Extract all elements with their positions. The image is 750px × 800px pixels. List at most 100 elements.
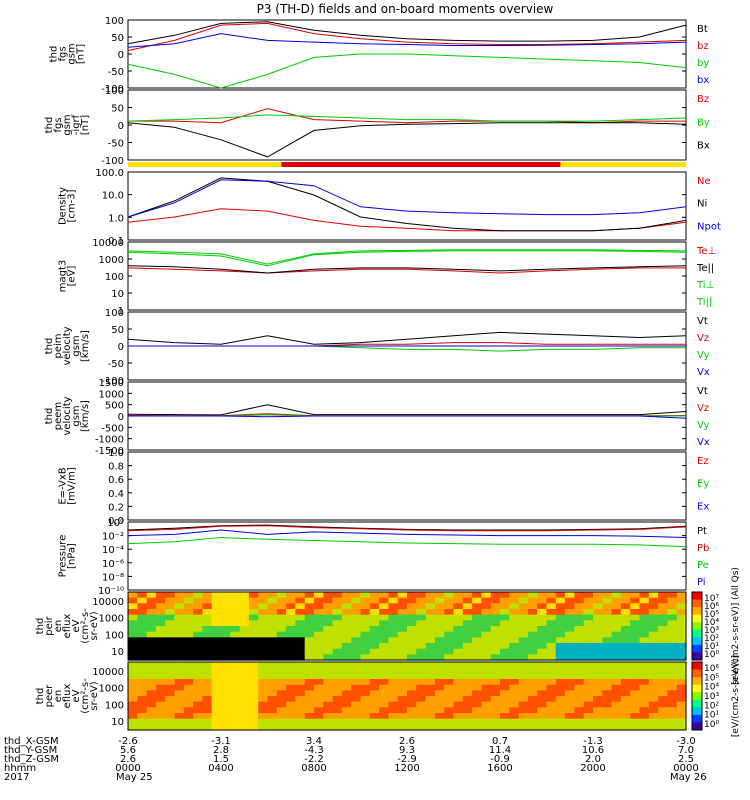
heatmap-cell [165, 684, 176, 691]
heatmap-cell [509, 620, 520, 627]
heatmap-cell [527, 620, 538, 627]
heatmap-cell [583, 648, 594, 655]
heatmap-cell [453, 614, 464, 621]
heatmap-cell [128, 631, 138, 638]
heatmap-cell [434, 673, 445, 680]
heatmap-cell [351, 684, 362, 691]
y-axis-label: [km/s] [80, 330, 91, 362]
heatmap-cell [509, 696, 520, 703]
heatmap-cell [155, 673, 166, 680]
heatmap-cell [258, 696, 269, 703]
heatmap-cell [202, 684, 213, 691]
heatmap-cell [639, 643, 650, 650]
heatmap-cell [667, 713, 678, 720]
heatmap-cell [518, 718, 529, 725]
heatmap-cell [546, 713, 557, 720]
heatmap-cell [444, 631, 455, 638]
heatmap-cell [183, 637, 194, 644]
heatmap-cell [360, 603, 371, 610]
heatmap-cell [453, 654, 464, 661]
heatmap-cell [258, 592, 269, 599]
heatmap-cell [602, 614, 613, 621]
heatmap-cell [676, 620, 687, 627]
panel-frame [127, 171, 687, 241]
heatmap-cell [146, 718, 157, 725]
heatmap-cell [230, 654, 241, 661]
heatmap-cell [248, 696, 259, 703]
heatmap-cell [518, 673, 529, 680]
heatmap-cell [648, 713, 659, 720]
heatmap-cell [500, 626, 510, 633]
heatmap-cell [565, 713, 575, 720]
mode-bar-fast [281, 162, 561, 167]
xaxis-tick-value: 0800 [301, 763, 326, 774]
colorbar-segment [692, 614, 702, 623]
heatmap-cell [630, 626, 641, 633]
heatmap-cell [583, 654, 594, 661]
y-axis-label: eflux [62, 614, 73, 639]
heatmap-cell [574, 667, 585, 674]
heatmap-cell [462, 724, 473, 731]
heatmap-cell [593, 631, 603, 638]
heatmap-cell [388, 679, 399, 686]
heatmap-cell [425, 626, 436, 633]
heatmap-cell [546, 592, 557, 599]
heatmap-cell [155, 597, 166, 604]
heatmap-cell [397, 662, 408, 669]
heatmap-cell [425, 662, 436, 669]
heatmap-cell [639, 609, 650, 616]
heatmap-cell [583, 626, 594, 633]
heatmap-cell [183, 724, 194, 731]
heatmap-cell [602, 724, 613, 731]
heatmap-cell [648, 673, 659, 680]
heatmap-cell [518, 707, 529, 714]
heatmap-cell [332, 614, 343, 621]
y-axis-label: (cm²-s- [80, 678, 91, 714]
heatmap-cell [425, 696, 436, 703]
heatmap-cell [183, 597, 194, 604]
heatmap-cell [155, 662, 166, 669]
y-tick-label: 10⁻¹⁰ [98, 586, 124, 597]
heatmap-cell [593, 592, 603, 599]
heatmap-cell [462, 592, 473, 599]
y-tick-label: -1000 [95, 435, 124, 446]
heatmap-cell [146, 648, 157, 655]
heatmap-cell [630, 603, 641, 610]
heatmap-cell [137, 724, 148, 731]
heatmap-cell [407, 707, 417, 714]
heatmap-cell [518, 679, 529, 686]
heatmap-cell [630, 620, 641, 627]
heatmap-cell [490, 696, 501, 703]
heatmap-cell [332, 662, 343, 669]
heatmap-cell [648, 662, 659, 669]
heatmap-cell [286, 626, 296, 633]
heatmap-cell [593, 684, 603, 691]
heatmap-cell [425, 679, 436, 686]
heatmap-cell [583, 718, 594, 725]
heatmap-cell [146, 620, 157, 627]
y-tick-label: 10 [111, 647, 124, 658]
heatmap-cell [239, 648, 250, 655]
heatmap-cell [434, 690, 445, 697]
heatmap-cell [211, 631, 222, 638]
heatmap-cell [174, 696, 185, 703]
heatmap-cell [472, 648, 482, 655]
heatmap-cell [239, 673, 250, 680]
heatmap-cell [351, 609, 362, 616]
legend-entry: bx [697, 75, 709, 86]
heatmap-cell [509, 724, 520, 731]
heatmap-cell [500, 648, 510, 655]
legend-entry: Vz [697, 403, 709, 414]
heatmap-cell [425, 609, 436, 616]
heatmap-cell [369, 673, 380, 680]
heatmap-cell [314, 609, 324, 616]
heatmap-cell [146, 662, 157, 669]
heatmap-cell [397, 626, 408, 633]
heatmap-cell [314, 592, 324, 599]
y-axis-label: thd [35, 688, 46, 705]
heatmap-cell [221, 597, 231, 604]
heatmap-cell [155, 592, 166, 599]
heatmap-cell [304, 673, 315, 680]
heatmap-cell [230, 597, 241, 604]
